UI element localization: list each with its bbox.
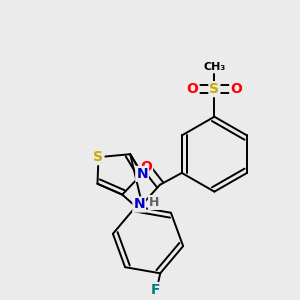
Text: S: S (94, 150, 103, 164)
Text: O: O (230, 82, 242, 96)
Text: CH₃: CH₃ (203, 62, 226, 72)
Text: S: S (209, 82, 219, 96)
Text: F: F (151, 283, 160, 297)
Text: N: N (134, 197, 145, 212)
Text: N: N (136, 167, 148, 181)
Text: O: O (187, 82, 199, 96)
Text: H: H (149, 196, 159, 209)
Text: O: O (140, 160, 152, 174)
